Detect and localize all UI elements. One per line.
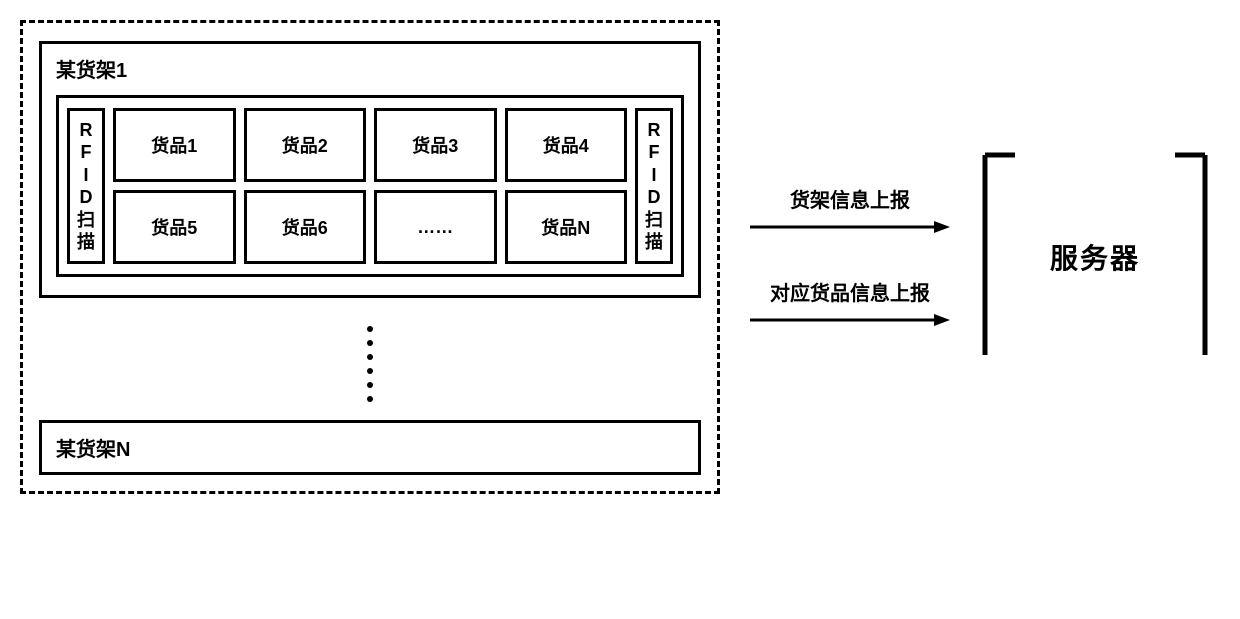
- system-diagram: 某货架1 R F I D 扫 描 货品1 货品2 货品3: [20, 20, 1220, 494]
- items-grid: 货品1 货品2 货品3 货品4 货品5 货品6 …… 货品N: [113, 108, 627, 264]
- rfid-left-label: R F I D 扫 描: [77, 119, 95, 254]
- shelf-n-title: 某货架N: [56, 439, 130, 461]
- server-box: 服务器: [980, 150, 1210, 365]
- rfid-right-label: R F I D 扫 描: [645, 119, 663, 254]
- shelf-1-title: 某货架1: [56, 54, 684, 83]
- item-cell: ……: [374, 190, 497, 264]
- item-cell: 货品1: [113, 108, 236, 182]
- arrow-right-icon: [750, 310, 950, 330]
- item-cell: 货品3: [374, 108, 497, 182]
- arrow-shelf-info: 货架信息上报: [750, 184, 950, 237]
- item-cell: 货品5: [113, 190, 236, 264]
- arrow-top-label: 货架信息上报: [790, 184, 910, 213]
- arrow-item-info: 对应货品信息上报: [750, 277, 950, 330]
- rfid-scanner-left: R F I D 扫 描: [67, 108, 105, 264]
- shelf-1-inner: R F I D 扫 描 货品1 货品2 货品3 货品4 货品5 货品6 ……: [56, 95, 684, 277]
- item-cell: 货品6: [244, 190, 367, 264]
- arrows-column: 货架信息上报 对应货品信息上报: [750, 184, 950, 330]
- arrow-bottom-label: 对应货品信息上报: [770, 277, 930, 306]
- shelf-n-box: 某货架N: [39, 420, 701, 475]
- item-cell: 货品N: [505, 190, 628, 264]
- server-label: 服务器: [980, 150, 1210, 365]
- item-cell: 货品2: [244, 108, 367, 182]
- vertical-ellipsis: [39, 306, 701, 420]
- shelves-region: 某货架1 R F I D 扫 描 货品1 货品2 货品3: [20, 20, 720, 494]
- item-cell: 货品4: [505, 108, 628, 182]
- shelf-1-box: 某货架1 R F I D 扫 描 货品1 货品2 货品3: [39, 41, 701, 298]
- rfid-scanner-right: R F I D 扫 描: [635, 108, 673, 264]
- arrow-right-icon: [750, 217, 950, 237]
